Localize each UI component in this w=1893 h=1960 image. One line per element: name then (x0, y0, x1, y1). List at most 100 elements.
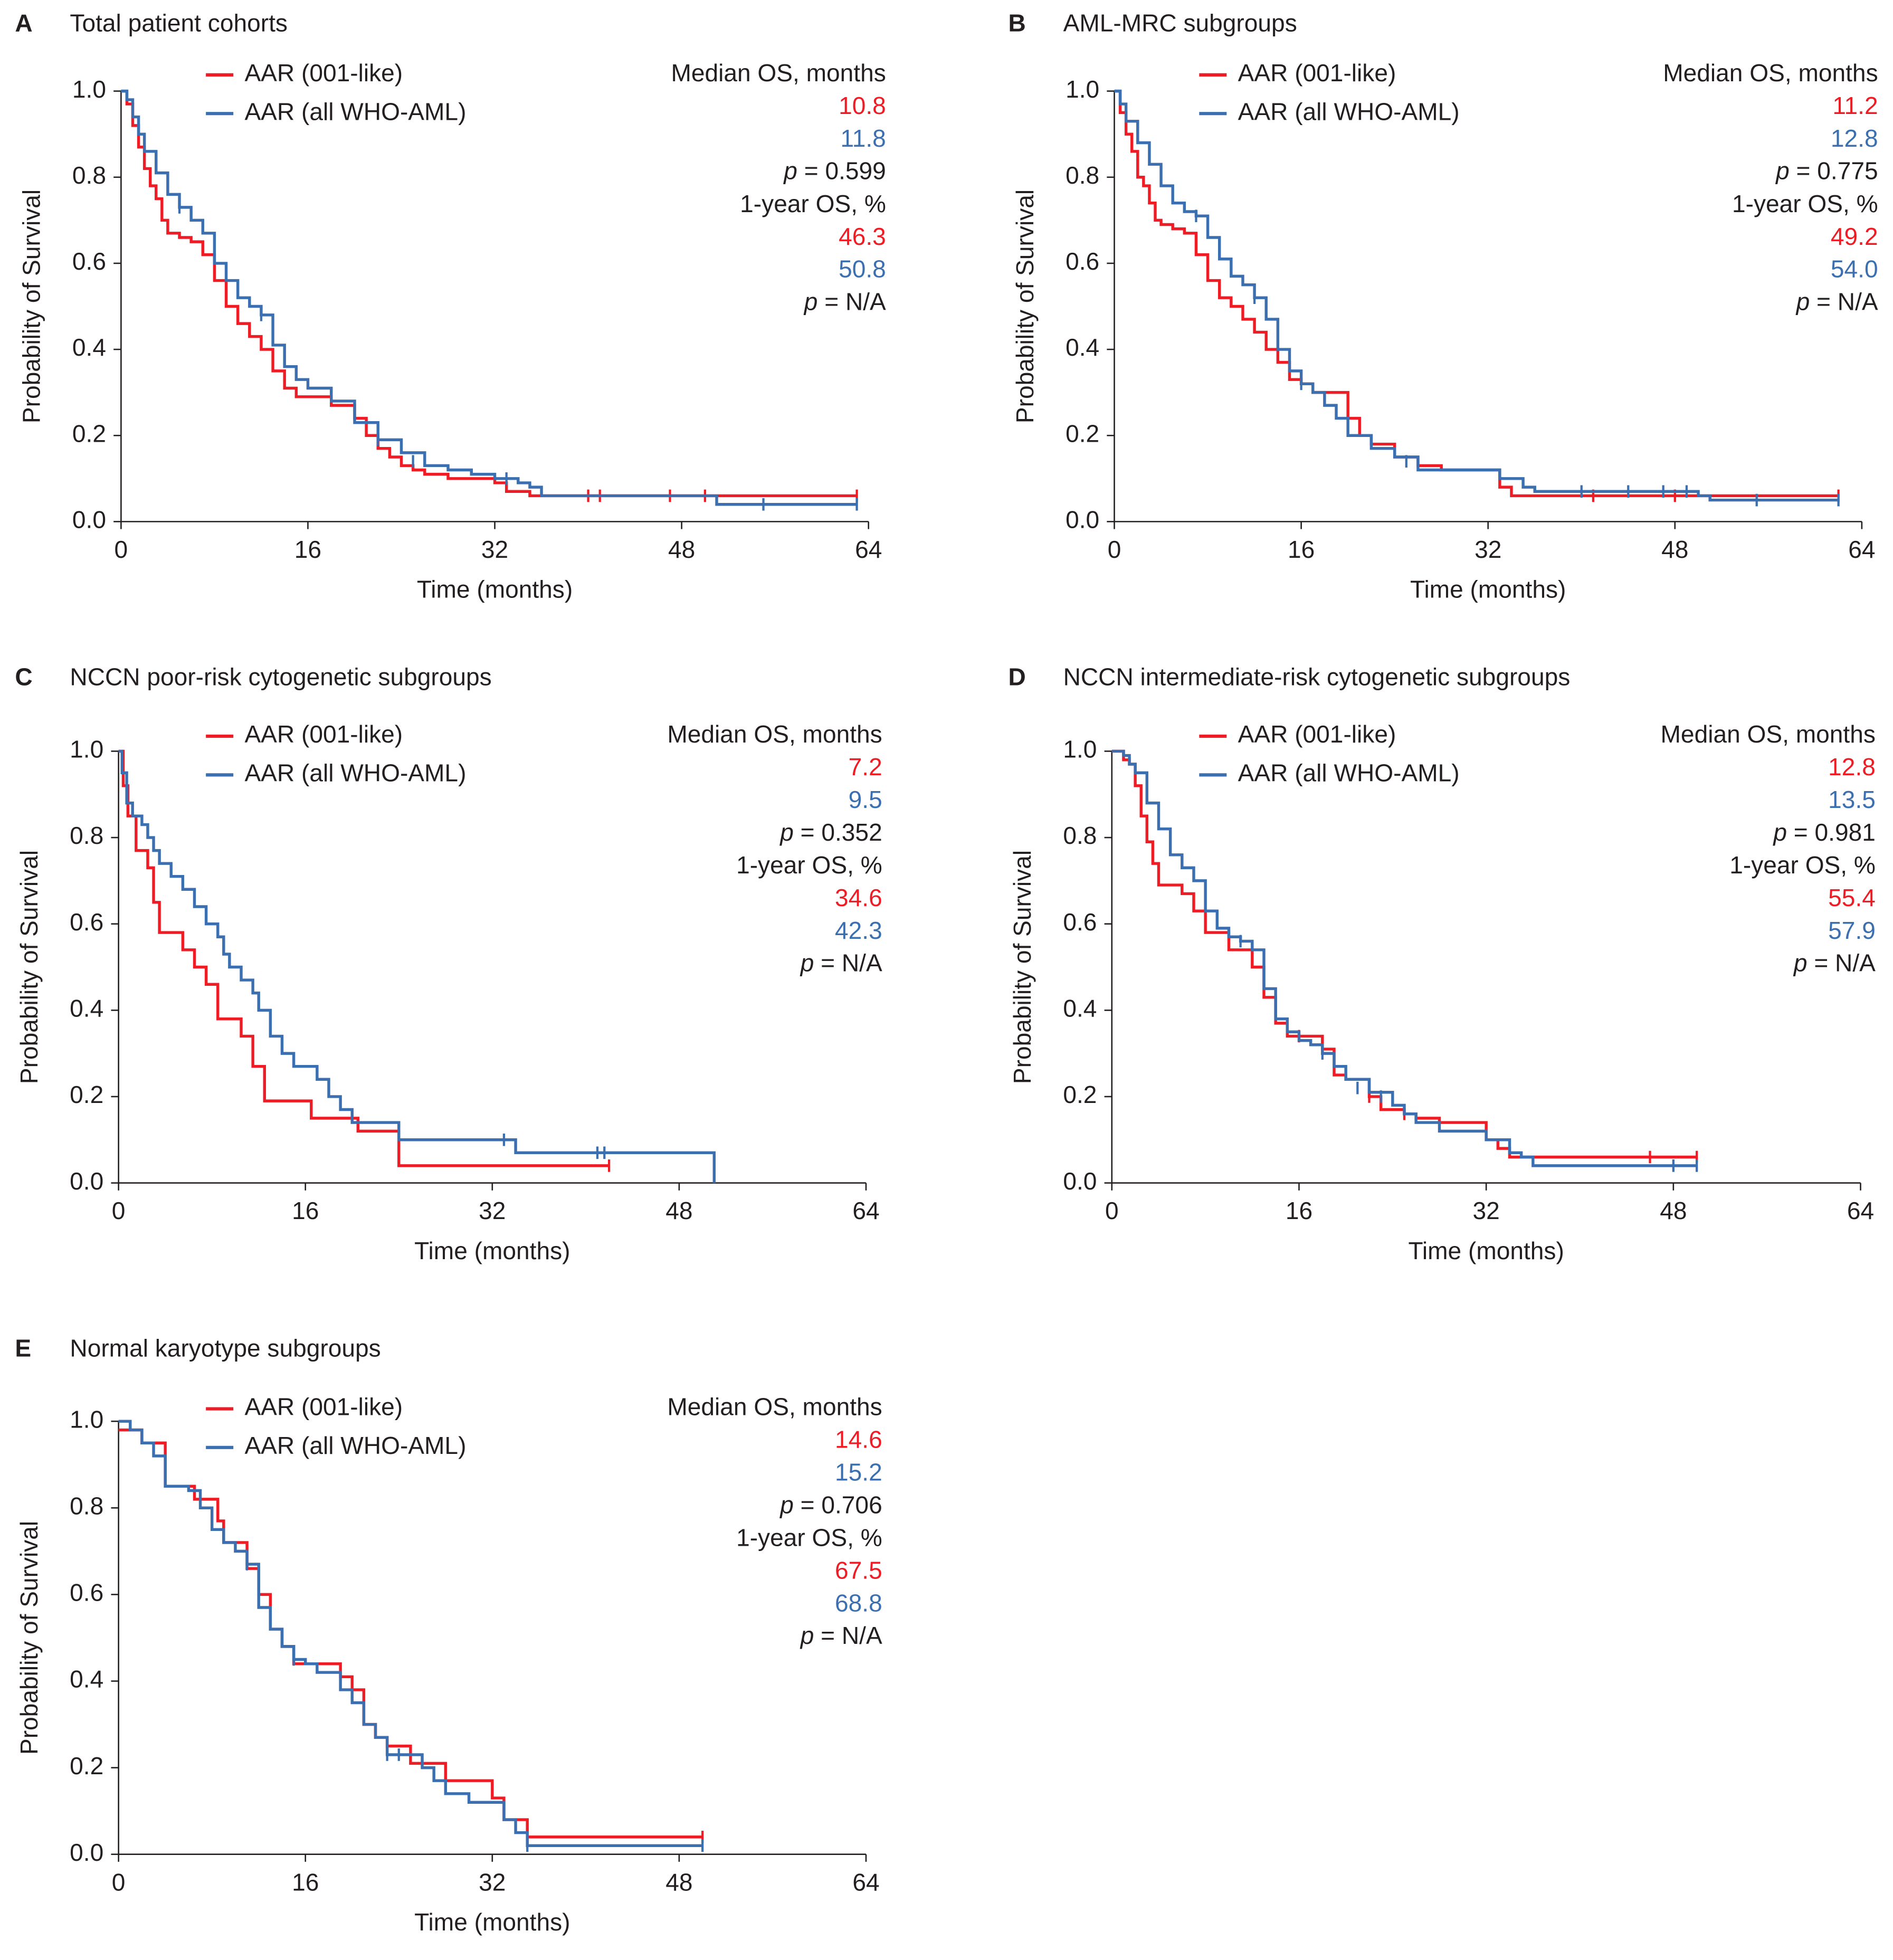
y-tick-label: 0.4 (1063, 994, 1097, 1022)
median-os-blue: 15.2 (835, 1459, 882, 1486)
x-tick-label: 16 (1288, 536, 1315, 563)
one-year-os-red: 67.5 (835, 1556, 882, 1584)
one-year-p-value: p = N/A (803, 288, 886, 316)
y-tick-label: 0.6 (70, 908, 103, 936)
y-tick-label: 0.2 (70, 1752, 103, 1780)
x-tick-label: 16 (292, 1197, 319, 1224)
median-os-heading: Median OS, months (667, 1393, 882, 1421)
y-tick-label: 0.4 (1066, 334, 1099, 361)
panel-c-letter: C (15, 663, 32, 690)
legend-label: AAR (001-like) (244, 59, 403, 87)
one-year-os-blue: 54.0 (1831, 255, 1878, 283)
one-year-p-value: p = N/A (1795, 288, 1878, 316)
y-tick-label: 1.0 (1066, 75, 1099, 103)
y-tick-label: 1.0 (72, 75, 106, 103)
x-tick-label: 0 (115, 536, 128, 563)
panel-b-title: AML-MRC subgroups (1063, 9, 1297, 36)
legend-label: AAR (001-like) (1238, 720, 1396, 748)
one-year-os-heading: 1-year OS, % (736, 851, 882, 879)
median-os-heading: Median OS, months (671, 59, 886, 87)
x-tick-label: 64 (1847, 1197, 1874, 1224)
x-axis-label: Time (months) (417, 576, 573, 603)
median-os-red: 10.8 (839, 92, 886, 119)
one-year-os-blue: 68.8 (835, 1589, 882, 1616)
y-tick-label: 0.0 (70, 1839, 103, 1866)
one-year-os-red: 55.4 (1828, 884, 1876, 911)
panel-e-title: Normal karyotype subgroups (70, 1335, 380, 1362)
y-tick-label: 1.0 (70, 736, 103, 763)
y-tick-label: 1.0 (70, 1405, 103, 1433)
x-tick-label: 0 (112, 1868, 126, 1896)
legend-label: AAR (all WHO-AML) (244, 1432, 466, 1459)
panel-c-title: NCCN poor-risk cytogenetic subgroups (70, 663, 491, 690)
y-tick-label: 0.0 (70, 1167, 103, 1195)
x-tick-label: 16 (292, 1868, 319, 1896)
y-axis-label: Probability of Survival (1009, 850, 1036, 1084)
x-axis-label: Time (months) (414, 1908, 570, 1936)
median-p-value: p = 0.599 (783, 157, 886, 185)
y-tick-label: 0.8 (1066, 161, 1099, 189)
x-tick-label: 48 (668, 536, 695, 563)
km-curve-blue (1111, 749, 1697, 1167)
km-curve-blue (1114, 89, 1839, 502)
panel-b: B AML-MRC subgroups 0.0 0.2 0.4 0.6 0.8 1.0 0 16 3… (1009, 9, 1878, 603)
km-curve-blue (118, 749, 716, 1183)
x-tick-label: 0 (112, 1197, 126, 1224)
one-year-p-value: p = N/A (800, 1622, 882, 1649)
x-tick-label: 64 (852, 1868, 879, 1896)
y-tick-label: 1.0 (1063, 736, 1097, 763)
y-tick-label: 0.2 (72, 420, 106, 447)
legend-label: AAR (001-like) (244, 720, 403, 748)
x-tick-label: 16 (1286, 1197, 1312, 1224)
x-tick-label: 0 (1108, 536, 1121, 563)
panel-d: D NCCN intermediate-risk cytogenetic subg… (1009, 663, 1876, 1264)
y-axis-label: Probability of Survival (18, 189, 45, 423)
x-tick-label: 48 (665, 1197, 692, 1224)
km-curve-red (118, 749, 610, 1167)
x-tick-label: 48 (1661, 536, 1688, 563)
y-tick-label: 0.6 (70, 1579, 103, 1606)
legend-label: AAR (all WHO-AML) (1238, 98, 1460, 125)
km-curve-red (121, 89, 857, 498)
x-tick-label: 32 (1473, 1197, 1500, 1224)
x-tick-label: 16 (294, 536, 321, 563)
one-year-p-value: p = N/A (1793, 949, 1876, 977)
legend-label: AAR (all WHO-AML) (244, 98, 466, 125)
one-year-os-red: 46.3 (839, 223, 886, 250)
median-os-red: 12.8 (1828, 753, 1876, 781)
median-os-blue: 9.5 (849, 786, 882, 813)
median-os-blue: 11.8 (841, 125, 886, 152)
one-year-os-heading: 1-year OS, % (1732, 190, 1878, 217)
median-p-value: p = 0.352 (779, 819, 882, 846)
one-year-p-value: p = N/A (800, 949, 882, 977)
x-tick-label: 32 (479, 1197, 506, 1224)
one-year-os-blue: 57.9 (1828, 917, 1876, 944)
one-year-os-heading: 1-year OS, % (1729, 851, 1876, 879)
legend-label: AAR (001-like) (244, 1393, 403, 1421)
y-tick-label: 0.8 (70, 1492, 103, 1519)
x-tick-label: 32 (1475, 536, 1501, 563)
km-curve-blue (118, 1420, 703, 1848)
x-axis-label: Time (months) (1410, 576, 1566, 603)
x-tick-label: 64 (855, 536, 882, 563)
panel-c: C NCCN poor-risk cytogenetic subgroups 0.0… (15, 663, 882, 1264)
panel-e: E Normal karyotype subgroups 0.0 0.2 0.4 0.6 0… (15, 1335, 882, 1936)
median-os-heading: Median OS, months (667, 720, 882, 748)
y-tick-label: 0.8 (70, 822, 103, 849)
y-axis-label: Probability of Survival (15, 850, 43, 1084)
one-year-os-red: 34.6 (835, 884, 882, 911)
y-tick-label: 0.2 (70, 1081, 103, 1108)
x-tick-label: 32 (481, 536, 508, 563)
median-os-blue: 12.8 (1831, 125, 1878, 152)
x-tick-label: 48 (1660, 1197, 1687, 1224)
median-os-red: 14.6 (835, 1426, 882, 1453)
median-p-value: p = 0.981 (1772, 819, 1876, 846)
y-tick-label: 0.0 (72, 506, 106, 534)
x-tick-label: 48 (665, 1868, 692, 1896)
y-tick-label: 0.2 (1066, 420, 1099, 447)
legend-label: AAR (all WHO-AML) (1238, 759, 1460, 787)
panel-a-letter: A (15, 9, 32, 36)
legend-label: AAR (all WHO-AML) (244, 759, 466, 787)
y-tick-label: 0.6 (1066, 248, 1099, 275)
x-tick-label: 0 (1105, 1197, 1119, 1224)
